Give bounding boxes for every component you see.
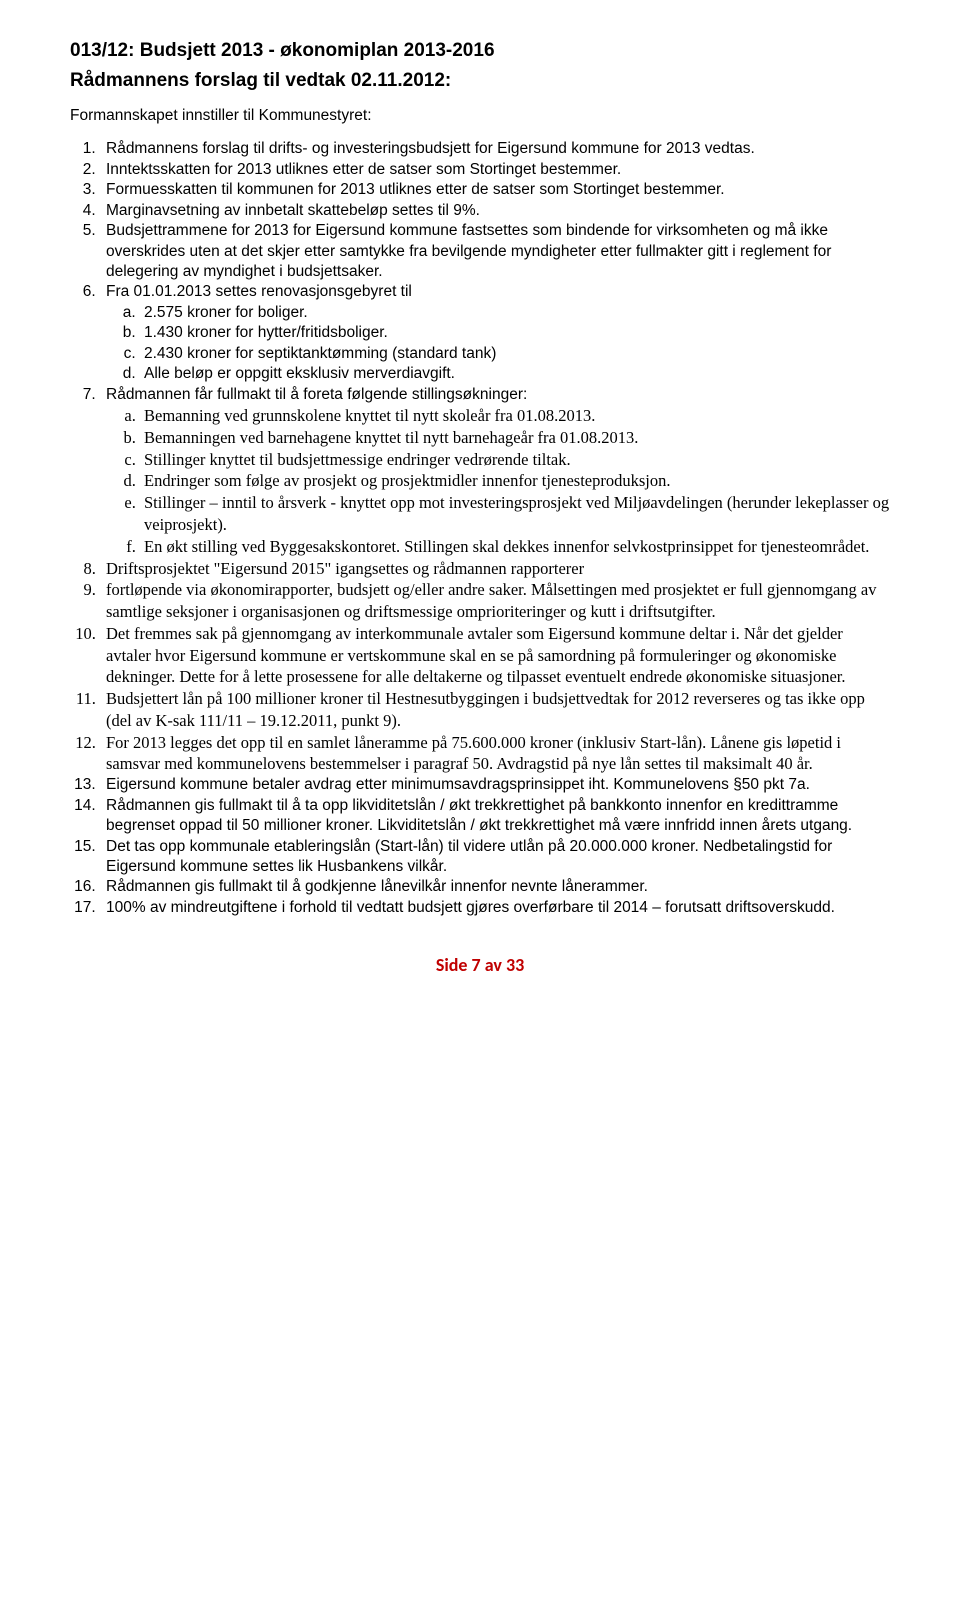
sub-list-item: Bemanning ved grunnskolene knyttet til n… (140, 405, 890, 427)
list-item: 100% av mindreutgiftene i forhold til ve… (100, 898, 890, 918)
list-item-text: Det tas opp kommunale etableringslån (St… (106, 838, 832, 875)
list-item-text: Rådmannen gis fullmakt til å ta opp likv… (106, 797, 852, 834)
sub-list-item: Alle beløp er oppgitt eksklusiv merverdi… (140, 364, 890, 384)
sub-list-item-text: 2.575 kroner for boliger. (144, 304, 308, 321)
sub-list-item-text: Endringer som følge av prosjekt og prosj… (144, 471, 671, 490)
list-item-text: Rådmannen får fullmakt til å foreta følg… (106, 386, 527, 403)
list-item-text: Fra 01.01.2013 settes renovasjonsgebyret… (106, 283, 412, 300)
page-footer: Side 7 av 33 (70, 954, 890, 976)
list-item: fortløpende via økonomirapporter, budsje… (100, 579, 890, 623)
sub-list-item: Bemanningen ved barnehagene knyttet til … (140, 427, 890, 449)
list-item-text: Budsjettert lån på 100 millioner kroner … (106, 689, 865, 730)
document-title-line1: 013/12: Budsjett 2013 - økonomiplan 2013… (70, 38, 890, 64)
sub-list-item: 1.430 kroner for hytter/fritidsboliger. (140, 323, 890, 343)
list-item: For 2013 legges det opp til en samlet lå… (100, 732, 890, 776)
list-item-text: Eigersund kommune betaler avdrag etter m… (106, 776, 810, 793)
sub-list-item-text: 1.430 kroner for hytter/fritidsboliger. (144, 324, 388, 341)
list-item: Rådmannen gis fullmakt til å ta opp likv… (100, 796, 890, 837)
list-item-text: Driftsprosjektet "Eigersund 2015" igangs… (106, 559, 584, 578)
list-item-text: For 2013 legges det opp til en samlet lå… (106, 733, 841, 774)
sub-list-item: En økt stilling ved Byggesakskontoret. S… (140, 536, 890, 558)
sub-list-item: Endringer som følge av prosjekt og prosj… (140, 470, 890, 492)
sub-list: 2.575 kroner for boliger. 1.430 kroner f… (106, 303, 890, 385)
list-item-text: Marginavsetning av innbetalt skattebeløp… (106, 202, 480, 219)
sub-list-item: 2.430 kroner for septiktanktømming (stan… (140, 344, 890, 364)
list-item: Rådmannen får fullmakt til å foreta følg… (100, 385, 890, 558)
list-item-text: Formuesskatten til kommunen for 2013 utl… (106, 181, 725, 198)
sub-list-item-text: Bemanningen ved barnehagene knyttet til … (144, 428, 638, 447)
sub-list: Bemanning ved grunnskolene knyttet til n… (106, 405, 890, 557)
list-item-text: 100% av mindreutgiftene i forhold til ve… (106, 899, 835, 916)
list-item: Rådmannens forslag til drifts- og invest… (100, 139, 890, 159)
sub-list-item: Stillinger – inntil to årsverk - knyttet… (140, 492, 890, 536)
sub-list-item-text: Stillinger – inntil to årsverk - knyttet… (144, 493, 889, 534)
list-item: Budsjettrammene for 2013 for Eigersund k… (100, 221, 890, 282)
list-item: Formuesskatten til kommunen for 2013 utl… (100, 180, 890, 200)
document-page: 013/12: Budsjett 2013 - økonomiplan 2013… (0, 0, 960, 1016)
list-item: Marginavsetning av innbetalt skattebeløp… (100, 201, 890, 221)
sub-list-item-text: 2.430 kroner for septiktanktømming (stan… (144, 345, 496, 362)
sub-list-item-text: Bemanning ved grunnskolene knyttet til n… (144, 406, 595, 425)
list-item-text: Det fremmes sak på gjennomgang av interk… (106, 624, 846, 687)
list-item: Rådmannen gis fullmakt til å godkjenne l… (100, 877, 890, 897)
list-item-text: Rådmannens forslag til drifts- og invest… (106, 140, 755, 157)
list-item: Driftsprosjektet "Eigersund 2015" igangs… (100, 558, 890, 580)
document-title-line2: Rådmannens forslag til vedtak 02.11.2012… (70, 68, 890, 94)
list-item: Inntektsskatten for 2013 utliknes etter … (100, 160, 890, 180)
list-item-text: Rådmannen gis fullmakt til å godkjenne l… (106, 878, 648, 895)
list-item-text: fortløpende via økonomirapporter, budsje… (106, 580, 877, 621)
numbered-list: Rådmannens forslag til drifts- og invest… (70, 139, 890, 918)
list-item: Budsjettert lån på 100 millioner kroner … (100, 688, 890, 732)
sub-list-item: Stillinger knyttet til budsjettmessige e… (140, 449, 890, 471)
list-item: Det tas opp kommunale etableringslån (St… (100, 837, 890, 878)
list-item: Fra 01.01.2013 settes renovasjonsgebyret… (100, 282, 890, 384)
list-item-text: Budsjettrammene for 2013 for Eigersund k… (106, 222, 831, 280)
list-item: Det fremmes sak på gjennomgang av interk… (100, 623, 890, 688)
sub-list-item-text: Alle beløp er oppgitt eksklusiv merverdi… (144, 365, 455, 382)
sub-list-item-text: En økt stilling ved Byggesakskontoret. S… (144, 537, 869, 556)
sub-list-item: 2.575 kroner for boliger. (140, 303, 890, 323)
sub-list-item-text: Stillinger knyttet til budsjettmessige e… (144, 450, 571, 469)
list-item: Eigersund kommune betaler avdrag etter m… (100, 775, 890, 795)
list-item-text: Inntektsskatten for 2013 utliknes etter … (106, 161, 621, 178)
intro-paragraph: Formannskapet innstiller til Kommunestyr… (70, 107, 890, 125)
